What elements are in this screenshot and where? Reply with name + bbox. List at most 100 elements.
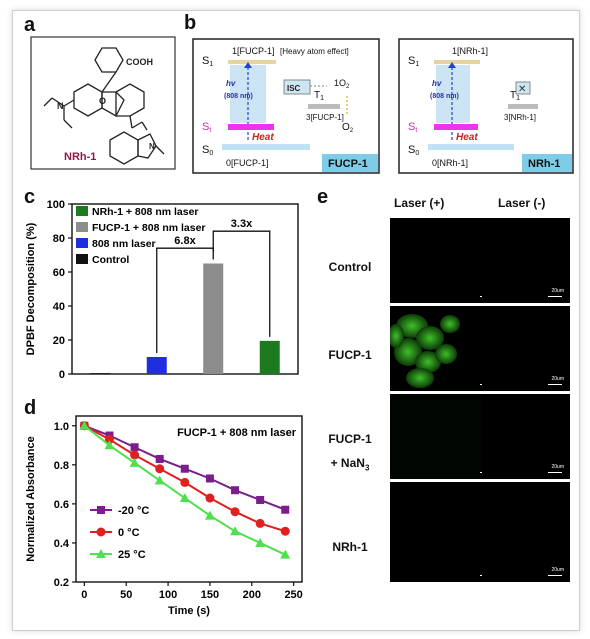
- s0-level: [222, 144, 310, 150]
- data-point: [155, 464, 165, 474]
- y-tick-label: 0.4: [54, 538, 70, 550]
- x-tick-label: 150: [201, 589, 219, 601]
- data-point: [154, 475, 165, 485]
- n-plus-atom: N: [149, 142, 155, 151]
- y-axis-label: Normalized Absorbance: [25, 436, 37, 562]
- structure-bonds: [43, 47, 165, 165]
- s0-state-label-right: 0[NRh-1]: [432, 158, 468, 168]
- col-header-laser-minus: Laser (-): [498, 196, 546, 210]
- panel-b-nrh-diagram: ✕ S1 1[NRh-1] T1 3[NRh-1] hv (808 nm) St…: [398, 38, 574, 174]
- data-point: [231, 486, 240, 495]
- data-point: [104, 440, 115, 450]
- y-tick-label: 0.6: [54, 499, 69, 511]
- legend-swatch: [76, 238, 88, 248]
- isc-label: ISC: [287, 84, 301, 93]
- st-level: [228, 124, 274, 130]
- panel-label-c: c: [24, 186, 36, 208]
- data-point: [205, 493, 215, 503]
- s0-state-label: 0[FUCP-1]: [226, 158, 269, 168]
- y-tick-label: 1.0: [54, 421, 69, 433]
- svg-text:St: St: [202, 121, 211, 134]
- svg-text:O2: O2: [342, 122, 354, 134]
- x-tick-label: 100: [159, 589, 177, 601]
- row-label-nrh: NRh-1: [332, 540, 368, 554]
- figure-frame: [12, 10, 580, 631]
- bracket-6-8x: [156, 247, 214, 353]
- x-tick-label: 0: [81, 589, 87, 601]
- row-label-nan3-suffix: + NaN3: [330, 456, 370, 473]
- t1-level: [308, 104, 340, 109]
- blocked-isc-box: [515, 81, 531, 95]
- y-tick-label: 80: [53, 233, 65, 245]
- hv-label-right: hv: [432, 79, 442, 88]
- t1-state-label: 3[FUCP-1]: [306, 113, 344, 122]
- data-point: [280, 526, 290, 536]
- row-label-fucp-nan3: FUCP-1: [328, 432, 372, 446]
- fucp-tag-box: [322, 154, 378, 172]
- heat-label: Heat: [252, 132, 274, 143]
- o-atom: O: [99, 96, 106, 106]
- hv-label: hv: [226, 79, 236, 88]
- data-point: [79, 420, 90, 430]
- y-axis-label: DPBF Decomposition (%): [25, 222, 37, 355]
- nrh-tag: NRh-1: [528, 158, 560, 170]
- bar-2: [203, 263, 224, 374]
- data-point: [256, 495, 265, 504]
- data-point: [179, 493, 190, 503]
- legend-entry: 0 °C: [118, 527, 140, 539]
- legend-marker: [96, 527, 106, 537]
- s1-state-label: 1[FUCP-1]: [232, 46, 275, 56]
- y-tick-label: 0.8: [54, 460, 69, 472]
- data-point: [255, 537, 266, 547]
- structure-border: [30, 36, 176, 170]
- y-tick-label: 60: [53, 267, 65, 279]
- annotation-3-3x: 3.3x: [231, 218, 253, 230]
- svg-text:St: St: [408, 121, 417, 134]
- heat-label-right: Heat: [456, 132, 478, 143]
- t1-state-label-right: 3[NRh-1]: [504, 113, 536, 122]
- y-tick-label: 0: [59, 369, 65, 381]
- data-point: [281, 505, 290, 514]
- panel-label-d: d: [24, 397, 37, 419]
- panel-a-structure: COOH N O N NRh-1: [30, 36, 176, 170]
- svg-text:S1: S1: [202, 55, 213, 68]
- legend-swatch: [76, 222, 88, 232]
- y-tick-label: 20: [53, 335, 65, 347]
- svg-text:T1: T1: [314, 90, 324, 102]
- row-label-fucp: FUCP-1: [328, 348, 372, 362]
- data-point: [155, 454, 164, 463]
- data-point: [280, 549, 291, 559]
- micrograph-fucp-laser-off: 20um: [482, 306, 570, 391]
- data-point: [129, 457, 140, 467]
- micrograph-control-laser-off: 20um: [482, 218, 570, 303]
- data-point: [230, 526, 241, 536]
- svg-text:S1: S1: [408, 55, 419, 68]
- legend-entry: -20 °C: [118, 505, 149, 517]
- micrograph-fucp-nan3-laser-off: 20um: [482, 394, 570, 479]
- bar-3: [259, 340, 280, 374]
- panel-label-a: a: [24, 14, 36, 36]
- legend-entry: 808 nm laser: [92, 238, 156, 250]
- x-tick-label: 50: [120, 589, 132, 601]
- svg-text:S0: S0: [202, 144, 213, 157]
- isc-box: [283, 79, 311, 95]
- n-atom: N: [57, 101, 64, 111]
- legend-entry: 25 °C: [118, 549, 146, 561]
- legend-entry: Control: [92, 254, 129, 266]
- panel-b-fucp-diagram: ISC S1 1[FUCP-1] [Heavy atom effect] 1O2…: [192, 38, 380, 174]
- chart-title: FUCP-1 + 808 nm laser: [177, 427, 297, 439]
- green-cells-fluorescence: [390, 314, 460, 388]
- data-point: [255, 518, 265, 528]
- data-point: [205, 474, 214, 483]
- y-tick-label: 100: [47, 199, 65, 211]
- wavelength-label: (808 nm): [224, 93, 253, 100]
- micrograph-nrh-laser-off: 20um: [482, 482, 570, 582]
- data-point: [130, 443, 139, 452]
- compound-label: NRh-1: [64, 151, 96, 163]
- svg-text:1O2: 1O2: [334, 78, 350, 90]
- heavy-atom-label: [Heavy atom effect]: [280, 47, 349, 56]
- legend-entry: NRh-1 + 808 nm laser: [92, 206, 199, 218]
- data-point: [104, 434, 114, 444]
- y-tick-label: 40: [53, 301, 65, 313]
- wavelength-label-right: (808 nm): [430, 93, 459, 100]
